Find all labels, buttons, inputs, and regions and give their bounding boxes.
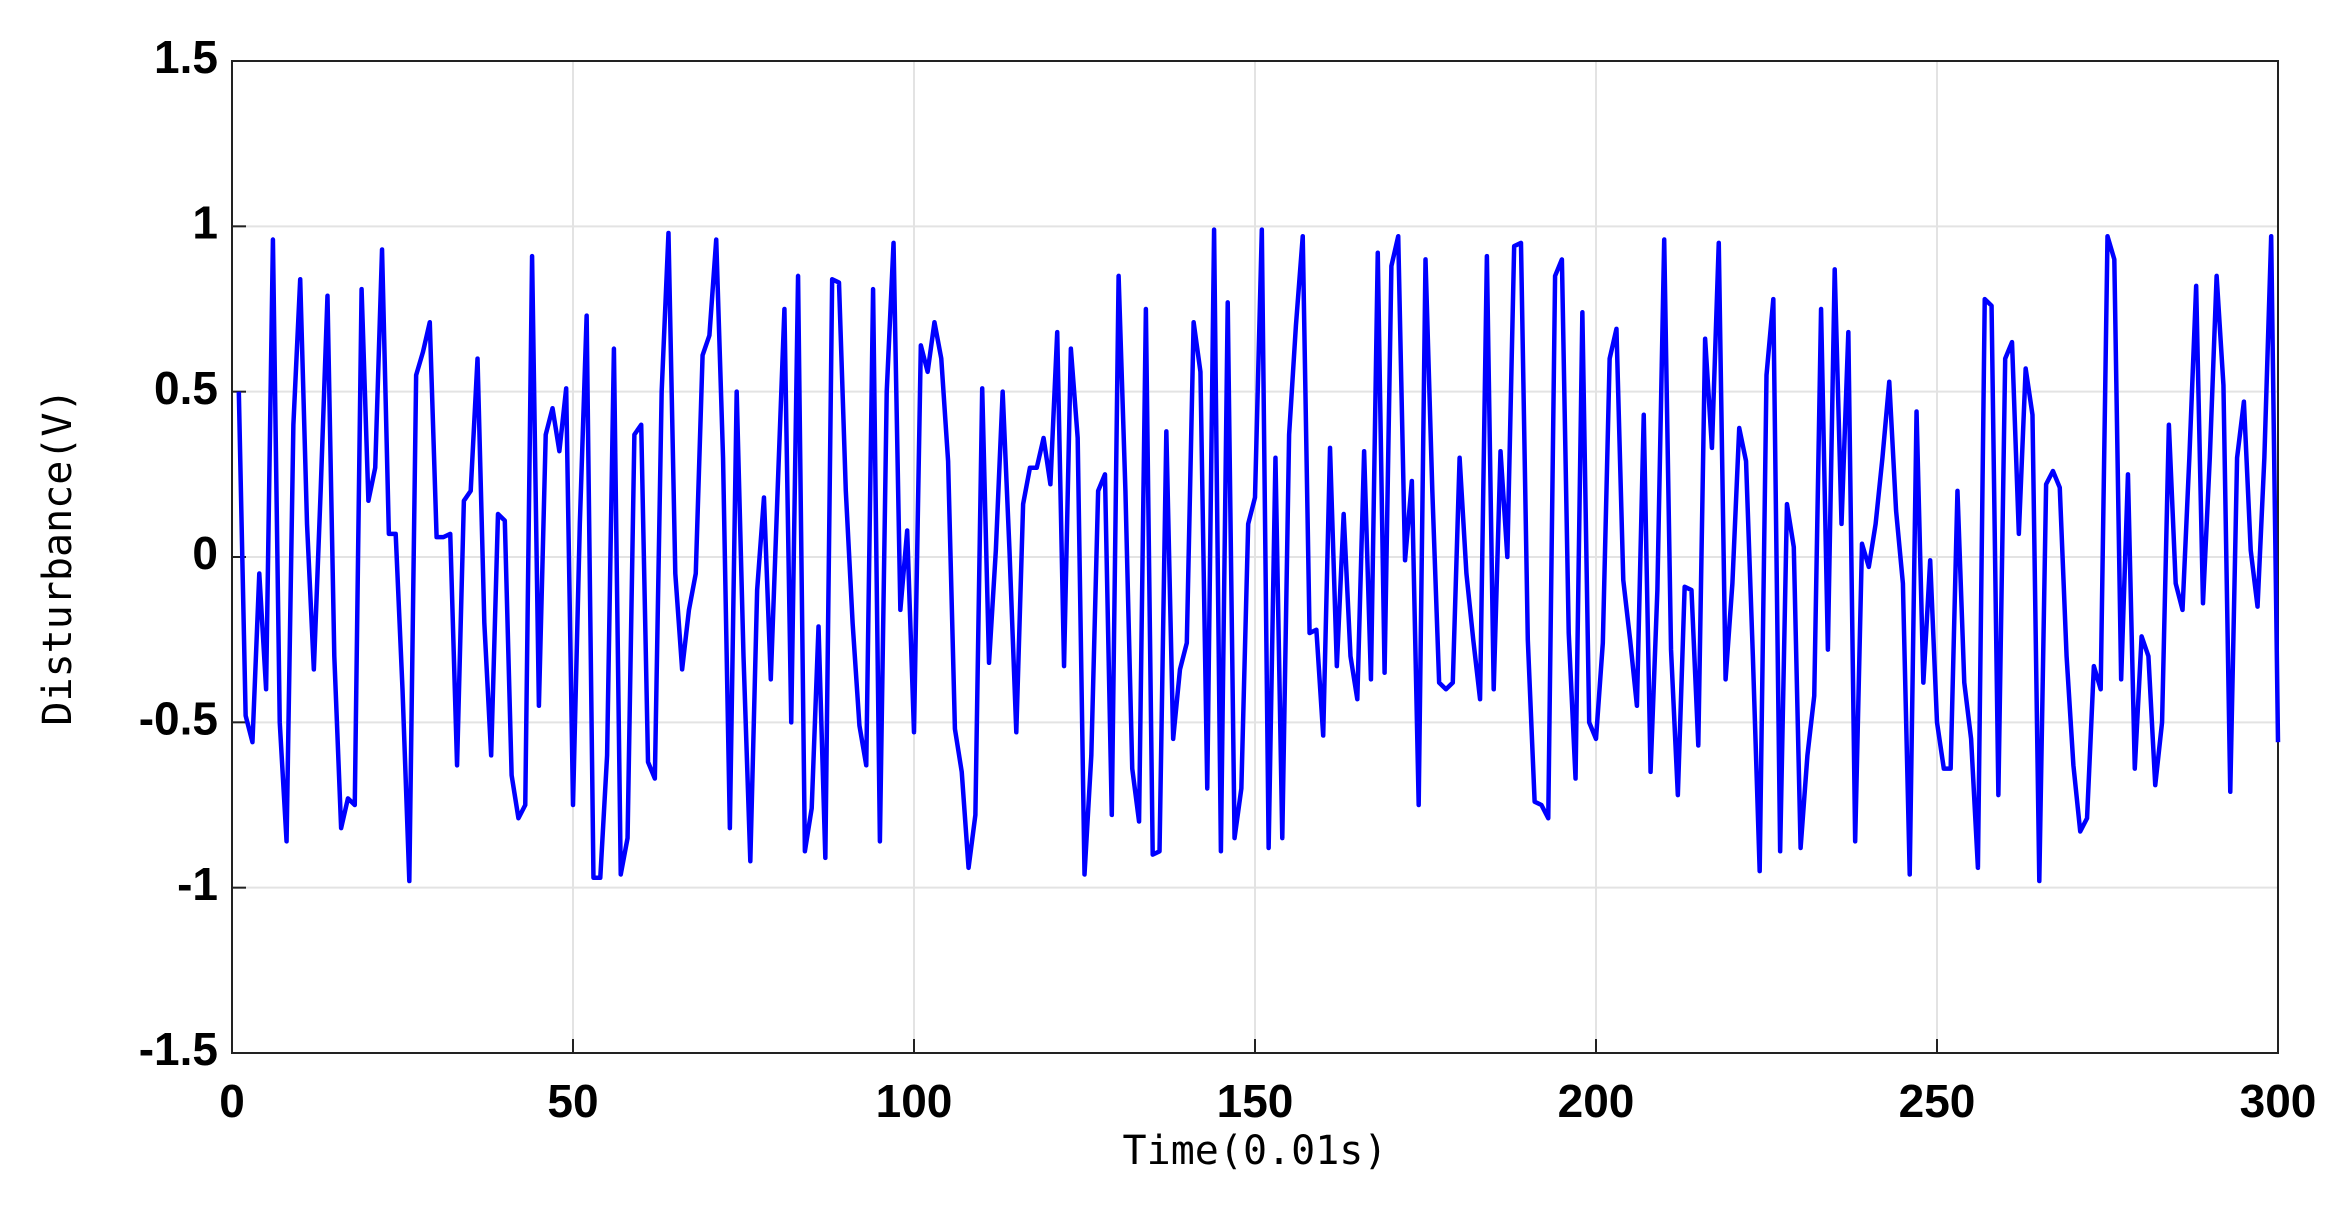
x-tick-label: 0: [219, 1075, 245, 1127]
x-tick-label: 200: [1558, 1075, 1635, 1127]
y-tick-label: -1: [177, 858, 218, 910]
x-axis-label: Time(0.01s): [1123, 1128, 1388, 1174]
data-line: [236, 227, 2281, 884]
y-tick-label: 0: [192, 527, 218, 579]
y-tick-label: -0.5: [139, 692, 218, 744]
x-tick-label: 300: [2240, 1075, 2317, 1127]
x-tick-label: 150: [1217, 1075, 1294, 1127]
x-tick-label: 100: [876, 1075, 953, 1127]
x-tick-label: 50: [547, 1075, 598, 1127]
plot-frame: [231, 60, 2279, 1054]
x-tick-label: 250: [1899, 1075, 1976, 1127]
y-axis-label: Disturbance(V): [35, 388, 81, 725]
y-tick-label: 1.5: [154, 31, 218, 83]
y-tick-label: 1: [192, 196, 218, 248]
y-tick-label: 0.5: [154, 362, 218, 414]
y-tick-label: -1.5: [139, 1023, 218, 1075]
